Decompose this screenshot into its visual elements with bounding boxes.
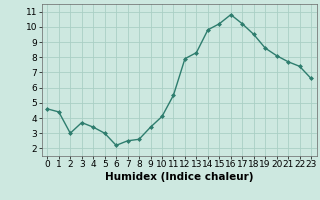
- X-axis label: Humidex (Indice chaleur): Humidex (Indice chaleur): [105, 172, 253, 182]
